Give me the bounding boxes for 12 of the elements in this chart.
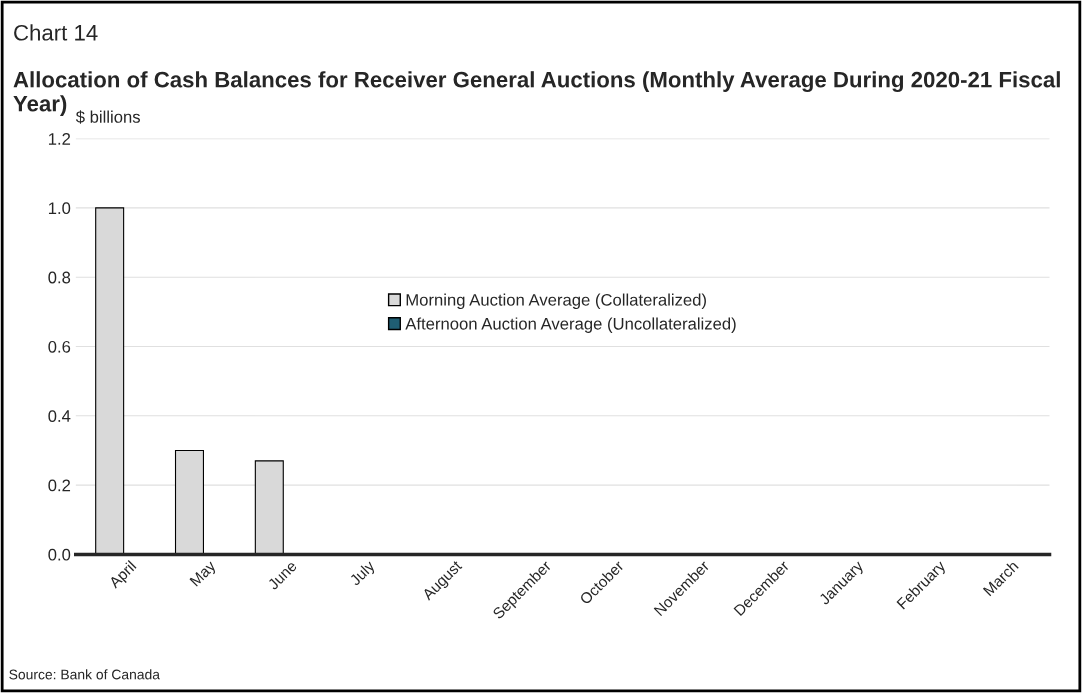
chart-title: Chart 14 — [14, 24, 98, 41]
y-tick-label: 1.2 — [48, 133, 71, 145]
y-tick-label: 0.4 — [48, 410, 71, 422]
source-note: Source: Bank of Canada — [9, 669, 160, 680]
legend-label: Afternoon Auction Average (Uncollateralized) — [405, 317, 736, 333]
y-tick-label: 0.8 — [48, 271, 71, 284]
y-tick-label: 0.6 — [48, 340, 71, 353]
legend-label: Morning Auction Average (Collateralized) — [406, 293, 706, 310]
y-tick-label: 0.2 — [48, 479, 71, 492]
y-tick-label: 1.0 — [48, 202, 71, 215]
x-tick-label: July — [348, 559, 378, 589]
y-tick-label: 0.0 — [48, 548, 71, 561]
